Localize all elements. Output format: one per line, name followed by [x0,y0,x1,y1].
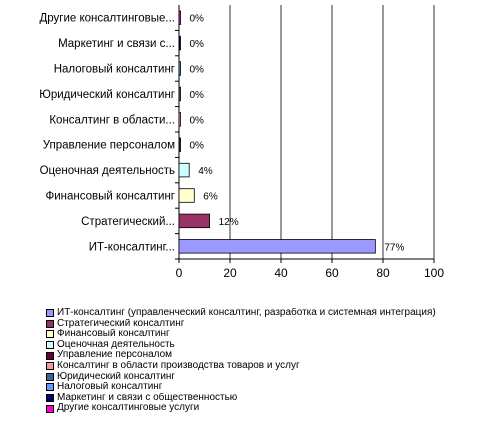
bar [178,188,195,203]
legend-swatch [46,330,54,339]
legend-swatch [46,319,54,328]
data-label: 0% [190,65,205,76]
category-label: Стратегический... [81,216,175,228]
category-label: Управление персоналом [43,140,175,152]
legend-item: Управление персоналом [46,350,486,361]
x-tick-label: 20 [223,266,237,280]
legend-swatch [46,383,54,392]
category-label: Оценочная деятельность [40,165,175,177]
legend-swatch [46,362,54,371]
bar [178,239,376,254]
bar [178,162,190,178]
category-label: Финансовый консалтинг [45,191,175,203]
legend-item: Налоговый консалтинг [46,382,486,393]
bar-chart: 0 20 40 60 80 100 Другие консалтинговые... 0% Ма… [39,5,444,280]
x-tick-label: 0 [176,266,183,280]
legend-label: Маркетинг и связи с общественностью [57,392,238,403]
legend-item: Консалтинг в области производства товаро… [46,361,486,372]
bar [178,86,181,102]
data-label: 0% [190,90,205,101]
x-tick-label: 40 [274,266,288,280]
bar [178,112,181,127]
legend-swatch [46,394,54,403]
bar [178,137,181,152]
legend-label: Налоговый консалтинг [57,382,163,393]
legend-item: Стратегический консалтинг [46,319,486,330]
data-label: 77% [384,242,404,253]
category-label: Маркетинг и связи с... [58,38,175,50]
legend: ИТ-консалтинг (управленческий консалтинг… [46,308,486,414]
legend-item: Финансовый консалтинг [46,329,486,340]
data-label: 0% [190,39,205,50]
data-label: 0% [190,141,205,152]
x-tick-label: 60 [325,266,339,280]
legend-label: Юридический консалтинг [57,371,176,382]
x-tick-label: 100 [424,266,444,280]
legend-label: Оценочная деятельность [57,339,175,350]
legend-swatch [46,309,54,318]
legend-item: ИТ-консалтинг (управленческий консалтинг… [46,308,486,319]
legend-item: Юридический консалтинг [46,372,486,383]
data-label: 0% [190,14,205,25]
category-label: ИТ-консалтинг... [89,241,175,253]
legend-label: Консалтинг в области производства товаро… [57,360,300,371]
bar [178,10,181,25]
legend-label: Управление персоналом [57,350,173,361]
category-label: Юридический консалтинг [39,89,175,101]
legend-label: Финансовый консалтинг [57,329,170,340]
data-label: 6% [203,192,218,203]
data-label: 0% [190,115,205,126]
legend-item: Оценочная деятельность [46,340,486,351]
legend-swatch [46,372,54,381]
legend-swatch [46,351,54,360]
legend-swatch [46,341,54,350]
category-label: Налоговый консалтинг [54,64,175,76]
legend-label: ИТ-консалтинг (управленческий консалтинг… [57,308,436,318]
legend-swatch [46,404,54,413]
legend-label: Стратегический консалтинг [57,318,185,329]
bar [178,35,181,51]
bar [178,213,211,229]
category-label: Другие консалтинговые... [39,13,175,25]
category-label: Консалтинг в области... [49,114,175,126]
legend-item: Маркетинг и связи с общественностью [46,393,486,404]
legend-label: Другие консалтинговые услуги [57,403,200,414]
x-tick-label: 80 [376,266,390,280]
bar [178,61,181,76]
legend-item: Другие консалтинговые услуги [46,403,486,414]
data-label: 4% [198,166,213,177]
data-label: 12% [219,217,239,228]
